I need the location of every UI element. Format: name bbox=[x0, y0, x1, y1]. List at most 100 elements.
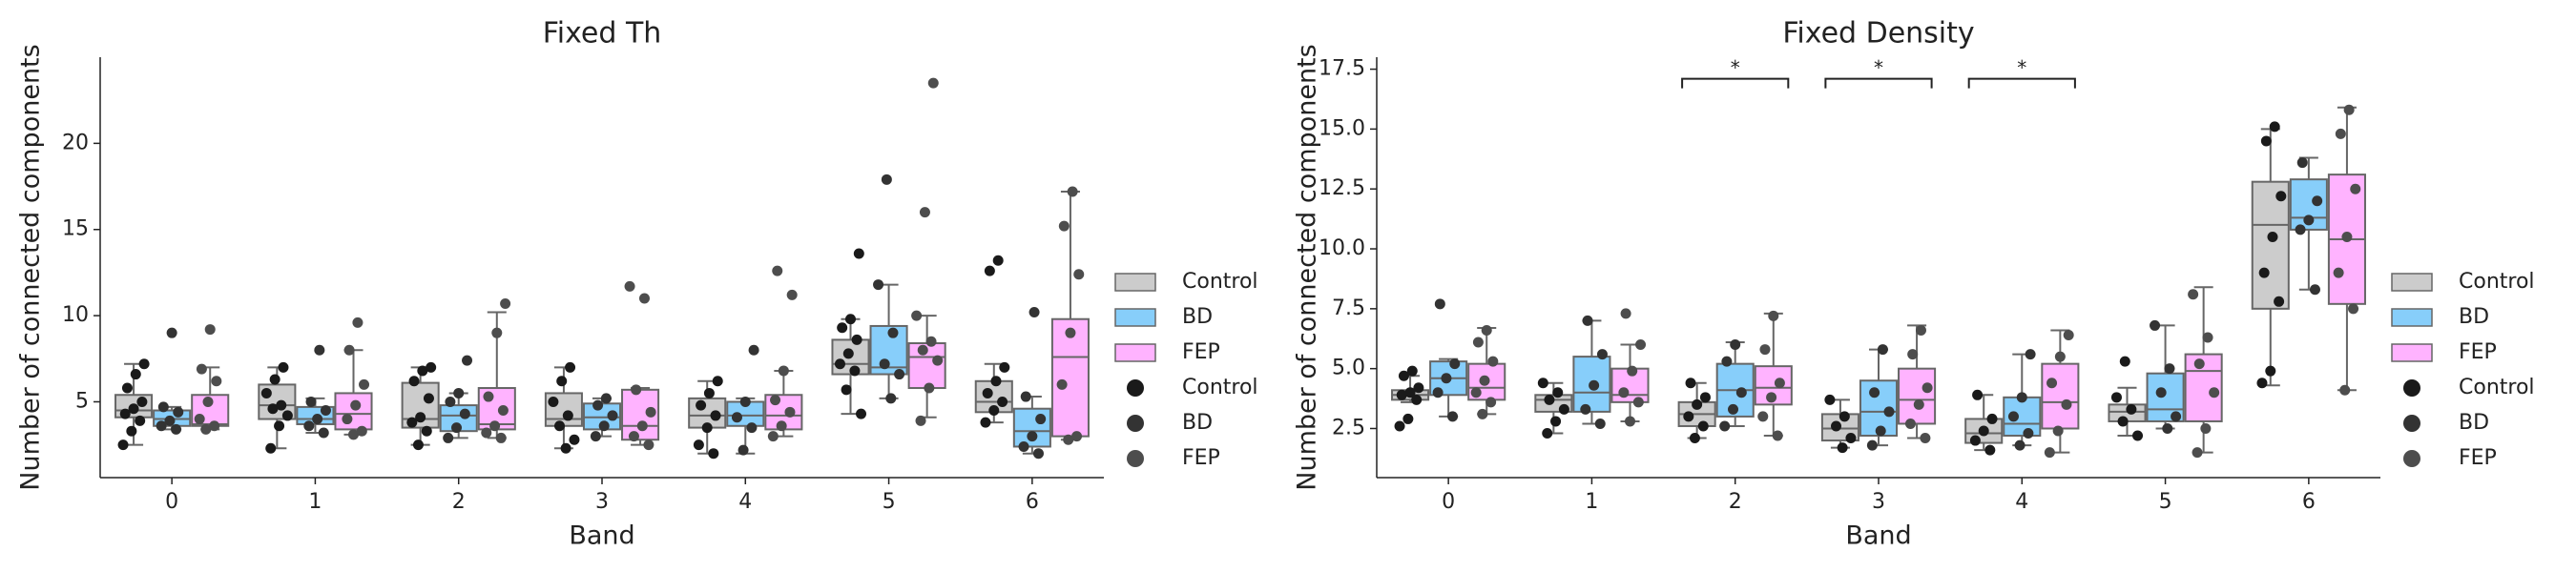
point bbox=[988, 405, 1000, 417]
point bbox=[459, 408, 470, 419]
point bbox=[1972, 389, 1984, 400]
point bbox=[1877, 344, 1888, 356]
point bbox=[911, 310, 923, 321]
point bbox=[1869, 387, 1880, 398]
legend-label: BD bbox=[2459, 411, 2489, 435]
point bbox=[1398, 370, 1409, 381]
point bbox=[1986, 413, 1998, 424]
point bbox=[1721, 356, 1733, 367]
legend: Control BD FEP Control BD FEP bbox=[2391, 270, 2535, 470]
point bbox=[600, 393, 612, 404]
point bbox=[786, 289, 798, 300]
legend-swatch bbox=[1114, 308, 1156, 327]
point bbox=[881, 174, 892, 185]
point bbox=[453, 387, 465, 398]
point bbox=[554, 420, 566, 432]
point bbox=[1035, 414, 1047, 425]
y-tick-label: 5 bbox=[75, 389, 89, 413]
point bbox=[703, 387, 715, 398]
point bbox=[1969, 435, 1981, 446]
point bbox=[260, 387, 272, 398]
point bbox=[2209, 387, 2220, 398]
point bbox=[746, 422, 758, 434]
x-tick-label: 2 bbox=[1729, 490, 1742, 514]
point bbox=[841, 384, 852, 396]
point bbox=[130, 369, 141, 380]
point bbox=[135, 415, 146, 426]
point bbox=[1485, 397, 1497, 408]
point bbox=[1028, 306, 1040, 317]
point bbox=[1978, 425, 1989, 437]
x-tick-label: 6 bbox=[1026, 490, 1039, 514]
point bbox=[842, 348, 854, 359]
point bbox=[489, 420, 501, 432]
point bbox=[1839, 411, 1850, 422]
point bbox=[359, 378, 370, 390]
point bbox=[164, 415, 176, 426]
point bbox=[281, 410, 293, 421]
point bbox=[1728, 403, 1739, 415]
y-tick-label: 2.5 bbox=[1332, 416, 1365, 439]
legend-marker bbox=[1127, 450, 1144, 467]
legend-marker bbox=[2403, 379, 2420, 397]
point bbox=[2126, 403, 2137, 415]
point bbox=[1552, 387, 1564, 398]
point bbox=[565, 361, 576, 373]
point bbox=[303, 420, 315, 432]
point bbox=[1441, 373, 1452, 384]
point bbox=[194, 414, 205, 425]
legend-swatch bbox=[1114, 273, 1156, 292]
point bbox=[984, 265, 995, 276]
box bbox=[1050, 317, 1090, 438]
point bbox=[269, 374, 280, 385]
y-axis-label: Number of connected components bbox=[1293, 44, 1322, 490]
point bbox=[999, 361, 1010, 373]
legend-swatch bbox=[2391, 343, 2433, 362]
point bbox=[837, 322, 848, 334]
point bbox=[126, 425, 137, 437]
point bbox=[1618, 387, 1630, 398]
point bbox=[1907, 349, 1919, 360]
point bbox=[1774, 378, 1785, 389]
y-tick-label: 20 bbox=[62, 131, 89, 154]
legend-label: FEP bbox=[2459, 340, 2497, 364]
legend-marker bbox=[2403, 450, 2420, 467]
point bbox=[500, 297, 511, 309]
point bbox=[982, 387, 993, 398]
chart-panel: Fixed Th Band Number of connected componen… bbox=[16, 17, 1258, 551]
point bbox=[276, 399, 287, 411]
point bbox=[1479, 375, 1490, 386]
y-tick-label: 12.5 bbox=[1319, 176, 1365, 200]
point bbox=[1550, 416, 1562, 427]
point bbox=[1635, 339, 1647, 351]
point bbox=[320, 405, 331, 417]
x-tick-label: 3 bbox=[1872, 490, 1885, 514]
point bbox=[491, 327, 503, 338]
point bbox=[708, 448, 719, 460]
point bbox=[1824, 394, 1836, 405]
point bbox=[121, 382, 133, 394]
point bbox=[1411, 394, 1423, 405]
point bbox=[2265, 365, 2276, 377]
x-tick-label: 4 bbox=[2015, 490, 2028, 514]
point bbox=[784, 406, 796, 418]
point bbox=[1580, 403, 1591, 415]
point bbox=[1627, 365, 1638, 377]
legend-swatch bbox=[1114, 343, 1156, 362]
point bbox=[1922, 382, 1933, 394]
point bbox=[1719, 420, 1731, 432]
significance-bracket bbox=[1681, 77, 1790, 89]
point bbox=[1065, 327, 1076, 338]
point bbox=[1413, 382, 1424, 394]
point bbox=[997, 396, 1008, 407]
point bbox=[1058, 220, 1070, 232]
point bbox=[343, 344, 355, 356]
legend-label: FEP bbox=[1182, 340, 1220, 364]
x-tick-label: 1 bbox=[308, 490, 322, 514]
point bbox=[772, 265, 783, 276]
point bbox=[157, 401, 169, 413]
y-tick-label: 17.5 bbox=[1319, 57, 1365, 81]
point bbox=[318, 427, 329, 439]
point bbox=[1596, 349, 1608, 360]
point bbox=[200, 423, 212, 435]
